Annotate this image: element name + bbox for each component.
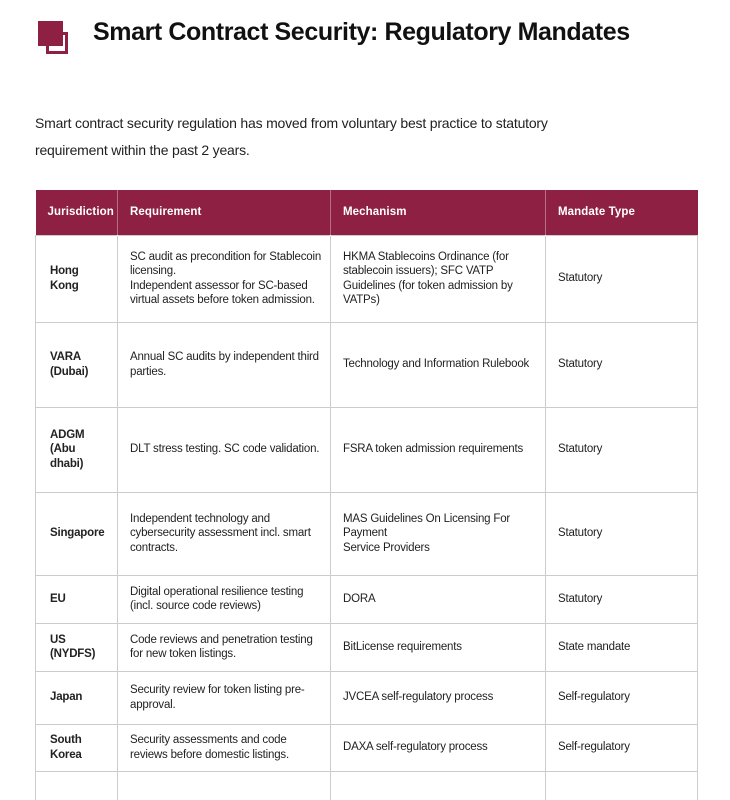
mechanism-cell: DORA — [330, 574, 546, 624]
mechanism-cell: DAXA self-regulatory process — [330, 723, 546, 772]
jurisdiction-cell: Hong Kong — [35, 234, 118, 323]
header-row: Jurisdiction Requirement Mechanism Manda… — [35, 190, 698, 235]
table-row: Hong Kong SC audit as precondition for St… — [35, 234, 698, 323]
mechanism-cell: JVCEA self-regulatory process — [330, 670, 546, 725]
table-row: US (NYDFS) Code reviews and penetration t… — [35, 622, 698, 672]
mandate-type-cell: Statutory — [545, 406, 698, 493]
table-body: Hong Kong SC audit as precondition for St… — [35, 234, 698, 800]
mechanism-cell: MAS Guidelines On Licensing For Payment … — [330, 491, 546, 576]
table-row: Japan Security review for token listing p… — [35, 670, 698, 725]
page-title: Smart Contract Security: Regulatory Mand… — [93, 18, 630, 46]
column-header-jurisdiction: Jurisdiction — [35, 190, 118, 235]
requirement-cell: Digital operational resilience testing (… — [117, 574, 331, 624]
requirement-cell: Security assessments and code reviews be… — [117, 723, 331, 772]
logo-filled-square — [38, 21, 63, 46]
mechanism-cell: HKMA Stablecoins Ordinance (for stableco… — [330, 234, 546, 323]
jurisdiction-cell: South Korea — [35, 723, 118, 772]
intro-paragraph: Smart contract security regulation has m… — [35, 115, 548, 158]
column-header-requirement: Requirement — [117, 190, 331, 235]
jurisdiction-cell: US (NYDFS) — [35, 622, 118, 672]
column-header-mandate-type: Mandate Type — [545, 190, 698, 235]
table-row: EU Digital operational resilience testing… — [35, 574, 698, 624]
table-row-partial — [35, 770, 698, 800]
mandate-type-cell — [545, 770, 698, 800]
jurisdiction-cell: EU — [35, 574, 118, 624]
requirement-cell: Security review for token listing pre-ap… — [117, 670, 331, 725]
mechanism-cell: BitLicense requirements — [330, 622, 546, 672]
mechanism-cell — [330, 770, 546, 800]
column-header-mechanism: Mechanism — [330, 190, 546, 235]
jurisdiction-cell: Singapore — [35, 491, 118, 576]
mandate-type-cell: State mandate — [545, 622, 698, 672]
overlapping-squares-icon — [38, 21, 74, 63]
requirement-cell: Code reviews and penetration testing for… — [117, 622, 331, 672]
table-header: Jurisdiction Requirement Mechanism Manda… — [35, 190, 698, 235]
jurisdiction-cell: ADGM (Abu dhabi) — [35, 406, 118, 493]
table-row: Singapore Independent technology and cybe… — [35, 491, 698, 576]
requirement-cell — [117, 770, 331, 800]
mandate-type-cell: Statutory — [545, 574, 698, 624]
mandate-type-cell: Statutory — [545, 491, 698, 576]
jurisdiction-cell: VARA (Dubai) — [35, 321, 118, 408]
requirement-cell: SC audit as precondition for Stablecoin … — [117, 234, 331, 323]
jurisdiction-cell: Japan — [35, 670, 118, 725]
table-row: ADGM (Abu dhabi) DLT stress testing. SC c… — [35, 406, 698, 493]
mandate-type-cell: Statutory — [545, 234, 698, 323]
table-row: VARA (Dubai) Annual SC audits by independ… — [35, 321, 698, 408]
mandate-type-cell: Statutory — [545, 321, 698, 408]
table-row: South Korea Security assessments and code… — [35, 723, 698, 772]
mechanism-cell: FSRA token admission requirements — [330, 406, 546, 493]
jurisdiction-cell — [35, 770, 118, 800]
requirement-cell: Annual SC audits by independent third pa… — [117, 321, 331, 408]
mandate-type-cell: Self-regulatory — [545, 723, 698, 772]
mandate-type-cell: Self-regulatory — [545, 670, 698, 725]
mandates-table: Jurisdiction Requirement Mechanism Manda… — [35, 190, 698, 800]
requirement-cell: DLT stress testing. SC code validation. — [117, 406, 331, 493]
doc-header: Smart Contract Security: Regulatory Mand… — [0, 0, 730, 63]
requirement-cell: Independent technology and cybersecurity… — [117, 491, 331, 576]
mechanism-cell: Technology and Information Rulebook — [330, 321, 546, 408]
